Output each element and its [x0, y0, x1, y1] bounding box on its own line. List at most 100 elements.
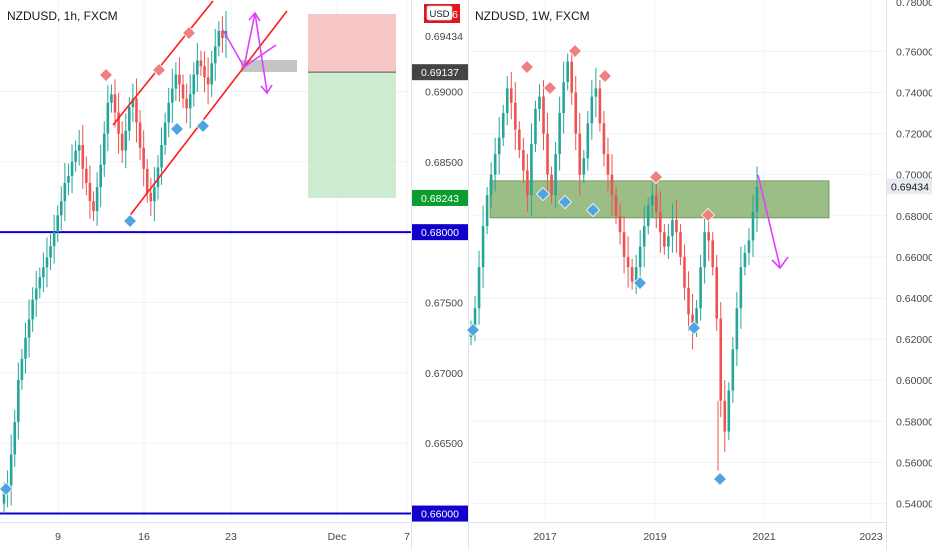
right-y-tick: 0.58000 — [896, 416, 932, 428]
right-candle-body — [699, 267, 702, 309]
left-candle-body — [102, 133, 106, 165]
right-candle-body — [646, 205, 650, 227]
right-candle-body — [707, 232, 710, 241]
right-trough-marker — [585, 202, 601, 218]
left-candle-body — [160, 144, 163, 168]
right-trough-marker — [465, 322, 481, 338]
left-candle-body — [113, 94, 117, 113]
left-peak-marker — [181, 25, 197, 41]
take-profit-zone[interactable] — [308, 72, 396, 198]
right-y-tick: 0.54000 — [896, 499, 932, 511]
left-candle-body — [81, 144, 85, 169]
right-candle-body — [538, 96, 541, 109]
right-x-tick: 2021 — [752, 531, 776, 543]
left-candle-body — [45, 257, 49, 268]
position-box[interactable] — [241, 14, 396, 198]
right-candle-body — [679, 232, 682, 257]
currency-chip[interactable] — [426, 5, 453, 21]
right-candle-body — [574, 92, 578, 134]
right-candle-body — [695, 308, 698, 329]
left-candle-body — [135, 98, 138, 123]
right-candle-body — [578, 133, 582, 175]
right-candle-body — [602, 123, 606, 155]
left-candle-body — [167, 102, 171, 123]
left-x-tick: 23 — [225, 531, 237, 543]
right-candle-body — [530, 143, 533, 196]
right-y-tick: 0.72000 — [896, 129, 932, 141]
right-projection-arrow[interactable] — [757, 174, 789, 270]
left-candle-body — [2, 492, 6, 504]
left-grid — [0, 0, 411, 522]
right-plot-area[interactable] — [469, 0, 886, 522]
left-horizontal-levels[interactable] — [0, 231, 411, 515]
target-price-badge-bg — [412, 189, 468, 206]
right-candle-body — [719, 318, 723, 401]
right-candle-body — [493, 154, 497, 175]
left-candle-body — [20, 358, 24, 380]
right-candle-body — [489, 174, 493, 196]
left-chart-panel[interactable]: NZDUSD, 1h, FXCM — [0, 0, 411, 522]
projection-arrow-segment[interactable] — [243, 12, 256, 68]
right-price-axis[interactable]: 0.760000.740000.720000.700000.680000.660… — [886, 0, 932, 550]
right-candle-body — [534, 108, 537, 144]
right-candle-body — [618, 215, 622, 233]
stop-loss-zone[interactable] — [308, 14, 396, 73]
projection-arrow-segment[interactable] — [222, 29, 245, 68]
right-candle-body — [659, 211, 662, 233]
left-candle-body — [63, 182, 67, 202]
left-candle-body — [77, 144, 81, 151]
arrow-head-down — [260, 84, 273, 95]
left-candle-body — [206, 77, 210, 85]
left-candle-body — [199, 60, 203, 67]
left-x-tick: Dec — [328, 531, 347, 543]
right-candle-body — [683, 256, 686, 288]
current-price-label: 0.69434 — [425, 31, 463, 43]
left-candle-body — [181, 84, 185, 99]
right-time-axis[interactable]: 2017 2019 2021 2023 — [469, 522, 886, 544]
right-trough-marker — [712, 471, 728, 487]
right-chart-panel[interactable]: NZDUSD, 1W, FXCM — [465, 0, 887, 522]
right-candle-body — [606, 154, 610, 175]
right-current-price-bg — [887, 178, 932, 195]
right-candle-body — [610, 174, 614, 196]
left-candle-body — [188, 94, 192, 109]
right-candles — [469, 49, 759, 471]
left-candle-body — [124, 130, 128, 151]
projection-arrow-down[interactable] — [757, 174, 781, 268]
right-candle-body — [566, 61, 569, 83]
left-trough-marker — [122, 213, 138, 229]
left-projection-arrows[interactable] — [222, 11, 277, 95]
left-time-axis[interactable]: 9 16 23 Dec 7 — [0, 522, 411, 544]
right-candle-body — [634, 267, 638, 282]
entry-price-badge-bg — [412, 64, 468, 81]
right-candle-body — [546, 133, 549, 175]
resistance-zone[interactable] — [489, 180, 830, 219]
left-candle-body — [156, 167, 160, 188]
right-y-tick: 0.66000 — [896, 252, 932, 264]
right-candle-body — [735, 308, 739, 350]
left-candle-body — [120, 133, 124, 151]
left-chart-title: NZDUSD, 1h, FXCM — [7, 9, 118, 23]
right-candle-body — [497, 137, 501, 155]
left-candle-body — [17, 379, 20, 423]
arrow-head-up — [248, 11, 261, 22]
right-candle-body — [518, 129, 521, 151]
right-candle-body — [558, 113, 561, 155]
right-candle-body — [505, 88, 509, 114]
entry-price-badge: 0.69137 — [421, 67, 459, 79]
left-candle-body — [163, 122, 167, 145]
entry-area-marker[interactable] — [241, 60, 297, 72]
channel-upper-line[interactable] — [112, 0, 214, 126]
projection-arrow-segment[interactable] — [254, 12, 268, 93]
right-candle-body — [751, 211, 755, 241]
right-candle-body — [590, 96, 594, 124]
left-candle-body — [128, 106, 131, 131]
left-candle-body — [142, 147, 145, 169]
right-candle-body — [630, 267, 634, 282]
projection-arrow-segment[interactable] — [243, 44, 277, 68]
right-peak-marker — [700, 207, 716, 223]
supply-demand-zone[interactable] — [489, 180, 830, 219]
